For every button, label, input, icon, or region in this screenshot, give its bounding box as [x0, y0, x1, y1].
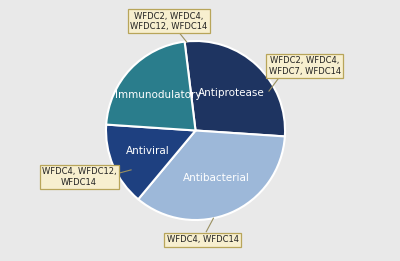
Text: Antiviral: Antiviral: [126, 146, 170, 156]
Wedge shape: [138, 130, 285, 220]
Text: WFDC4, WFDC14: WFDC4, WFDC14: [167, 235, 239, 244]
Text: Antibacterial: Antibacterial: [182, 173, 250, 183]
Text: WFDC4, WFDC12,
WFDC14: WFDC4, WFDC12, WFDC14: [42, 167, 116, 187]
Wedge shape: [185, 41, 285, 137]
Wedge shape: [106, 124, 196, 199]
Wedge shape: [106, 42, 196, 130]
Text: WFDC2, WFDC4,
WFDC7, WFDC14: WFDC2, WFDC4, WFDC7, WFDC14: [269, 56, 341, 76]
Text: Antiprotease: Antiprotease: [198, 88, 264, 98]
Text: WFDC2, WFDC4,
WFDC12, WFDC14: WFDC2, WFDC4, WFDC12, WFDC14: [130, 11, 207, 31]
Text: Immunodulatory: Immunodulatory: [114, 90, 201, 100]
